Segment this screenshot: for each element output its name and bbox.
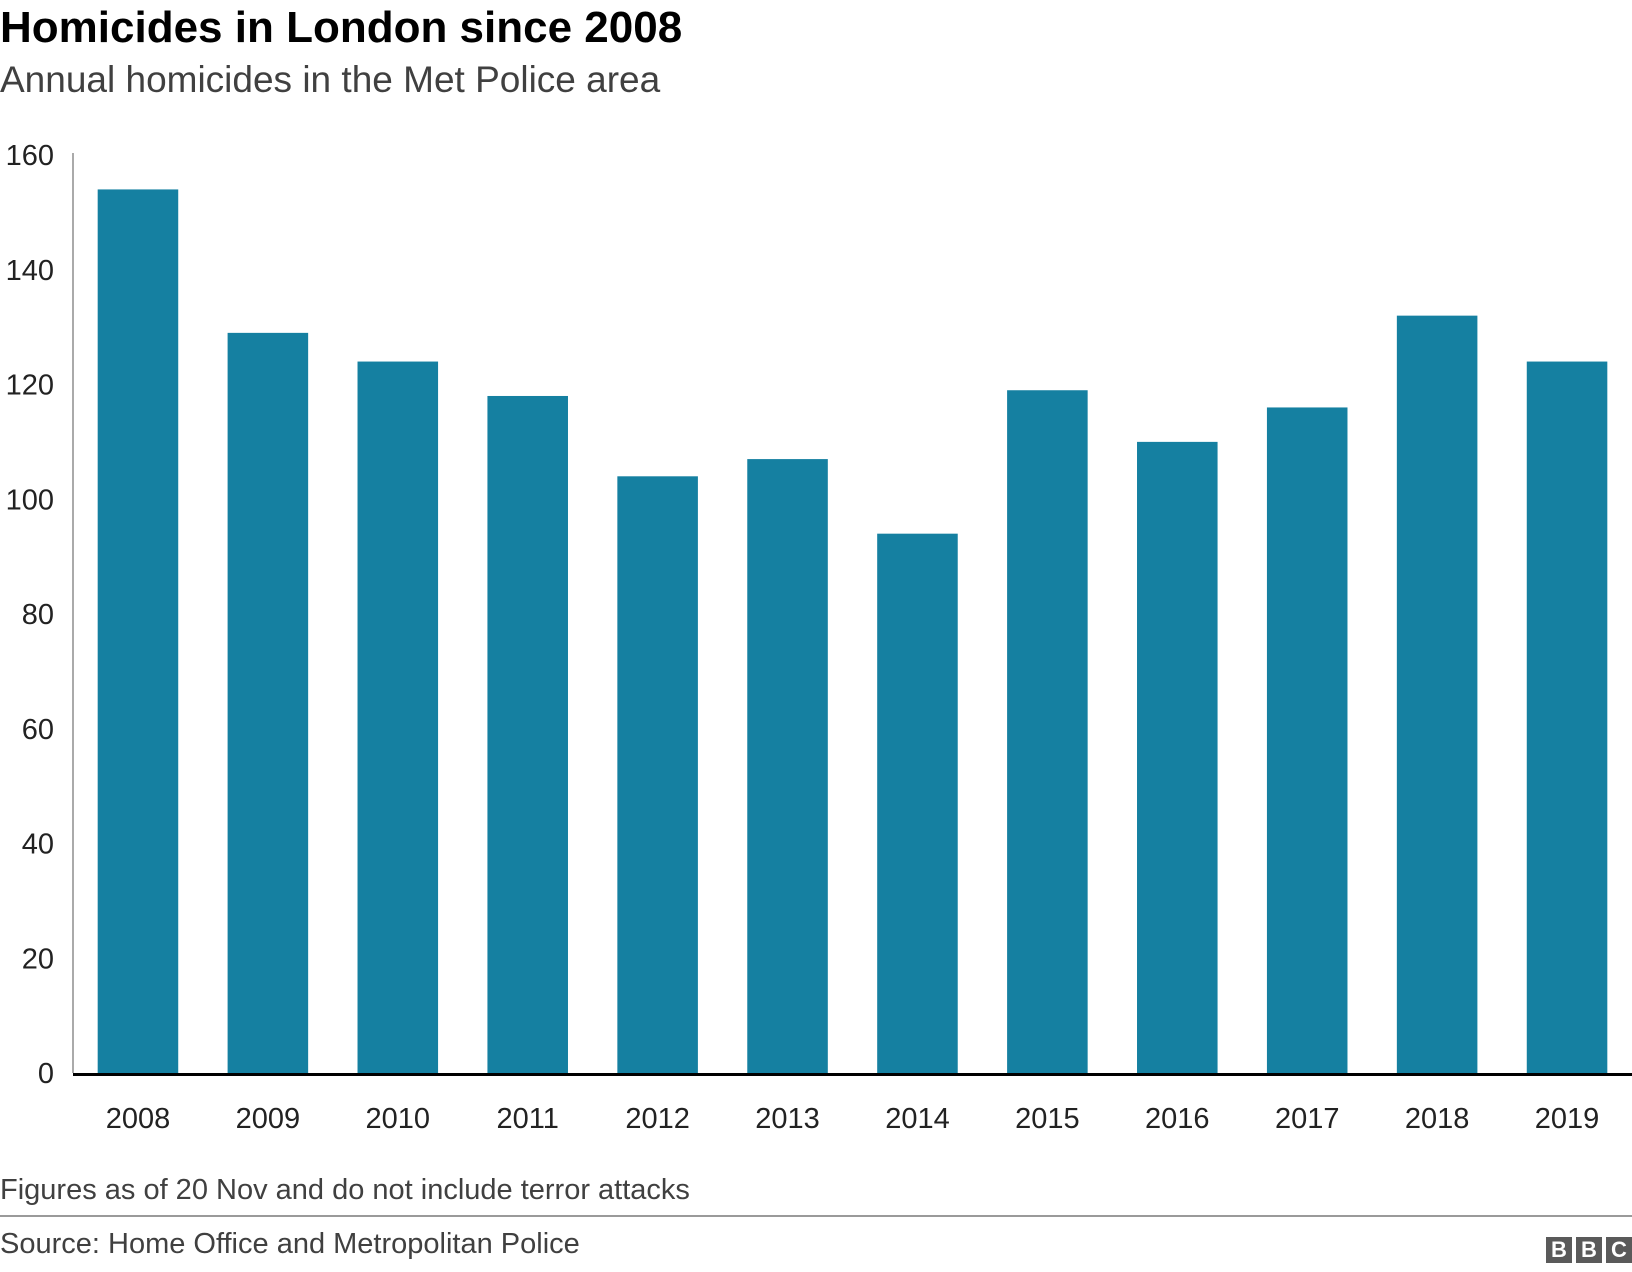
y-tick-label: 140 [6,255,54,287]
x-tick-label: 2018 [1405,1103,1470,1135]
x-tick-label: 2019 [1535,1103,1600,1135]
source-text: Source: Home Office and Metropolitan Pol… [0,1228,580,1260]
bar-2019 [1526,361,1608,1073]
y-tick-label: 80 [22,599,54,631]
x-tick-label: 2009 [236,1103,301,1135]
bar-2013 [747,459,828,1073]
y-tick-label: 0 [38,1058,54,1090]
y-axis: 0 20 40 60 80 100 120 140 160 [6,140,74,1090]
bar-2015 [1007,390,1088,1073]
chart-subtitle: Annual homicides in the Met Police area [0,59,661,100]
bar-2012 [617,476,698,1073]
chart-title: Homicides in London since 2008 [0,3,683,52]
bar-2009 [227,332,309,1073]
y-tick-label: 160 [6,140,54,172]
x-tick-label: 2015 [1015,1103,1080,1135]
logo-letter: B [1576,1237,1602,1263]
y-tick-label: 60 [22,714,54,746]
x-tick-label: 2016 [1145,1103,1210,1135]
x-tick-label: 2010 [366,1103,431,1135]
bar-2017 [1266,407,1348,1073]
x-axis: 2008 2009 2010 2011 2012 2013 2014 2015 2016 2017… [73,1073,1632,1135]
bar-2018 [1396,315,1478,1073]
bars [97,189,1608,1074]
logo-letter: B [1546,1237,1572,1263]
x-tick-label: 2013 [755,1103,820,1135]
x-tick-label: 2014 [885,1103,950,1135]
bbc-logo: B B C [1546,1237,1632,1263]
bar-2008 [97,189,179,1074]
y-tick-label: 120 [6,370,54,402]
y-tick-label: 100 [6,484,54,516]
footnote: Figures as of 20 Nov and do not include … [0,1174,690,1206]
y-tick-label: 40 [22,829,54,861]
footer-divider [0,1215,1632,1217]
x-tick-label: 2012 [625,1103,690,1135]
bar-2011 [487,395,568,1074]
bar-2016 [1137,441,1218,1073]
bar-2014 [877,533,958,1073]
x-tick-label: 2008 [106,1103,171,1135]
x-tick-label: 2017 [1275,1103,1340,1135]
logo-letter: C [1606,1237,1632,1263]
x-tick-label: 2011 [497,1103,559,1135]
bar-2010 [357,361,439,1073]
y-tick-label: 20 [22,943,54,975]
